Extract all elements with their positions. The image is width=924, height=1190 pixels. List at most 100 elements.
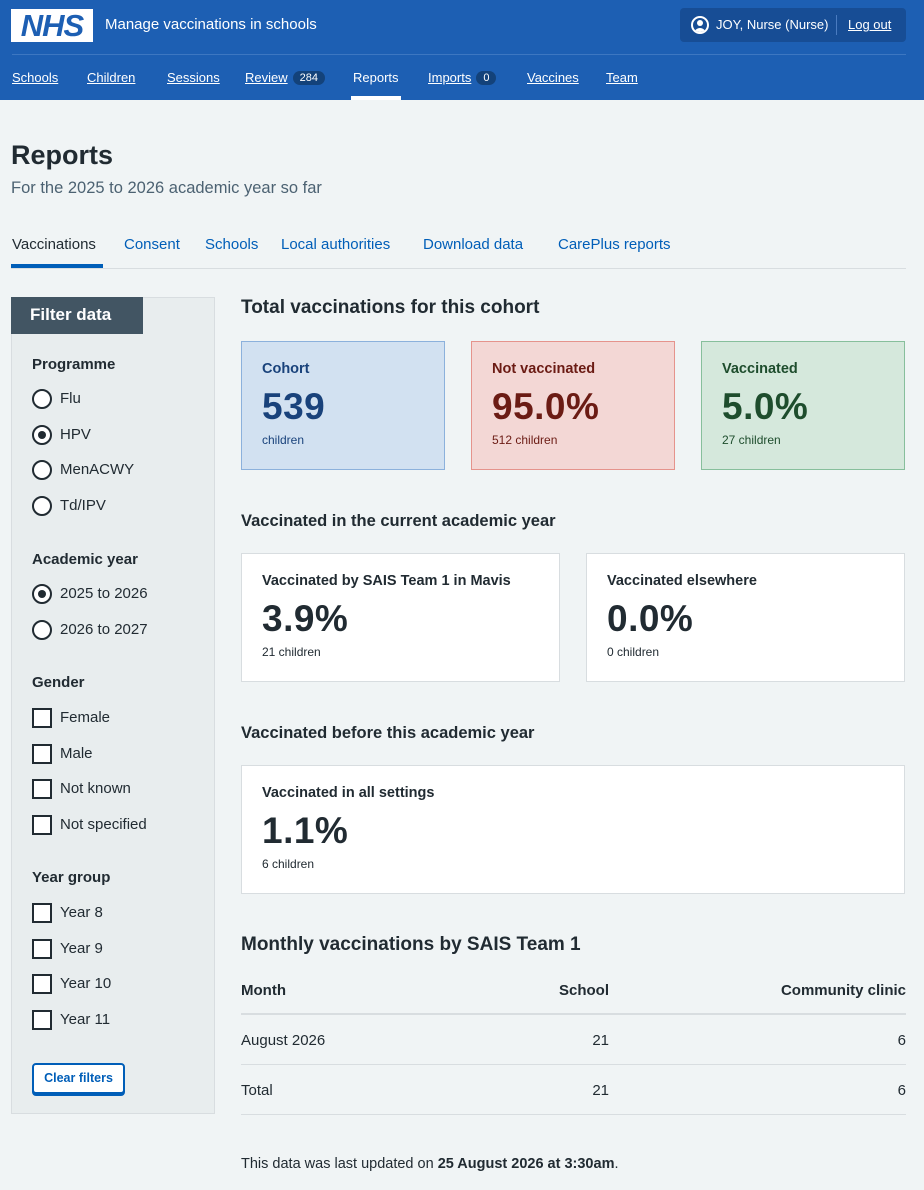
radio-button-checked[interactable]	[32, 584, 52, 604]
tab-active-indicator	[11, 264, 103, 268]
nav-item-imports-label: Imports	[428, 70, 472, 85]
checkbox[interactable]	[32, 708, 52, 728]
cell-month: August 2026	[241, 1032, 326, 1049]
column-header-school: School	[558, 982, 609, 999]
card-title: Not vaccinated	[492, 361, 596, 377]
cell-community-clinic: 6	[897, 1082, 906, 1099]
last-updated-note: This data was last updated on 25 August …	[241, 1156, 619, 1172]
radio-button[interactable]	[32, 460, 52, 480]
card-value: 539	[262, 386, 326, 427]
account-divider	[836, 15, 837, 35]
cell-school: 21	[592, 1082, 609, 1099]
column-header-community-clinic: Community clinic	[780, 982, 906, 999]
nav-item-schools[interactable]: Schools	[12, 70, 59, 85]
radio-label: MenACWY	[60, 461, 135, 478]
nav-item-imports[interactable]: Imports 0	[428, 70, 497, 85]
checkbox[interactable]	[32, 974, 52, 994]
current-year-heading: Vaccinated in the current academic year	[241, 512, 556, 530]
checkbox[interactable]	[32, 744, 52, 764]
table-header-row: Month School Community clinic	[241, 972, 906, 1015]
checkbox[interactable]	[32, 1010, 52, 1030]
user-icon	[691, 16, 709, 34]
cohort-card: Cohort 539 children	[241, 341, 445, 470]
checkbox-label: Female	[60, 709, 111, 726]
review-count-badge: 284	[292, 71, 325, 85]
nav-active-indicator	[351, 96, 401, 100]
nav-item-children[interactable]: Children	[87, 70, 136, 85]
vaccinated-by-team-card: Vaccinated by SAIS Team 1 in Mavis 3.9% …	[241, 553, 560, 682]
checkbox-label: Year 11	[60, 1011, 111, 1028]
last-updated-timestamp: 25 August 2026 at 3:30am	[437, 1156, 615, 1172]
clear-filters-button[interactable]: Clear filters	[32, 1063, 125, 1094]
table-row: August 2026 21 6	[241, 1015, 906, 1065]
radio-label: Td/IPV	[60, 497, 106, 514]
header-divider	[12, 54, 906, 55]
logout-link[interactable]: Log out	[848, 17, 892, 32]
card-title: Vaccinated	[722, 361, 798, 377]
checkbox-label: Year 9	[60, 940, 103, 957]
card-title: Vaccinated in all settings	[262, 785, 435, 801]
nav-item-review[interactable]: Review 284	[245, 70, 325, 85]
card-title: Vaccinated by SAIS Team 1 in Mavis	[262, 573, 511, 589]
radio-label: HPV	[60, 426, 91, 443]
radio-button[interactable]	[32, 496, 52, 516]
checkbox-label: Male	[60, 745, 93, 762]
academic-year-title: Academic year	[32, 551, 138, 568]
checkbox[interactable]	[32, 903, 52, 923]
checkbox[interactable]	[32, 939, 52, 959]
last-updated-suffix: .	[614, 1156, 619, 1172]
cell-month: Total	[241, 1082, 273, 1099]
radio-button[interactable]	[32, 389, 52, 409]
tab-consent[interactable]: Consent	[124, 236, 180, 253]
card-subtext: 0 children	[607, 645, 660, 659]
table-row-total: Total 21 6	[241, 1065, 906, 1115]
card-title: Vaccinated elsewhere	[607, 573, 757, 589]
card-title: Cohort	[262, 361, 310, 377]
nav-item-reports[interactable]: Reports	[353, 70, 399, 85]
radio-label: Flu	[60, 390, 81, 407]
page-title: Reports	[11, 140, 114, 170]
cell-school: 21	[592, 1032, 609, 1049]
card-subtext: 512 children	[492, 433, 558, 447]
column-header-month: Month	[241, 982, 286, 999]
card-value: 1.1%	[262, 810, 349, 851]
nav-item-sessions[interactable]: Sessions	[167, 70, 220, 85]
card-subtext: children	[262, 433, 305, 447]
nav-item-vaccines[interactable]: Vaccines	[527, 70, 579, 85]
tab-careplus-reports[interactable]: CarePlus reports	[558, 236, 671, 253]
card-value: 95.0%	[492, 386, 600, 427]
nav-item-review-label: Review	[245, 70, 288, 85]
card-value: 5.0%	[722, 386, 809, 427]
vaccinated-all-settings-card: Vaccinated in all settings 1.1% 6 childr…	[241, 765, 905, 894]
tab-schools[interactable]: Schools	[205, 236, 259, 253]
last-updated-prefix: This data was last updated on	[241, 1156, 438, 1172]
service-name[interactable]: Manage vaccinations in schools	[105, 16, 317, 33]
cell-community-clinic: 6	[897, 1032, 906, 1049]
checkbox[interactable]	[32, 779, 52, 799]
nav-item-team[interactable]: Team	[606, 70, 638, 85]
card-value: 3.9%	[262, 598, 349, 639]
radio-button-checked[interactable]	[32, 425, 52, 445]
card-subtext: 21 children	[262, 645, 321, 659]
imports-count-badge: 0	[476, 71, 497, 85]
before-year-heading: Vaccinated before this academic year	[241, 724, 535, 742]
tab-download-data[interactable]: Download data	[423, 236, 524, 253]
checkbox-label: Not known	[60, 780, 131, 797]
radio-label: 2026 to 2027	[60, 621, 148, 638]
radio-label: 2025 to 2026	[60, 585, 148, 602]
filter-heading: Filter data	[11, 297, 143, 334]
checkbox[interactable]	[32, 815, 52, 835]
vaccinated-card: Vaccinated 5.0% 27 children	[701, 341, 905, 470]
checkbox-label: Year 10	[60, 975, 112, 992]
not-vaccinated-card: Not vaccinated 95.0% 512 children	[471, 341, 675, 470]
tab-local-authorities[interactable]: Local authorities	[281, 236, 391, 253]
card-subtext: 6 children	[262, 857, 315, 871]
account-panel: JOY, Nurse (Nurse) Log out	[680, 8, 906, 42]
card-subtext: 27 children	[722, 433, 781, 447]
user-name: JOY, Nurse (Nurse)	[716, 17, 829, 32]
nhs-logo[interactable]: NHS	[11, 9, 93, 42]
radio-button[interactable]	[32, 620, 52, 640]
monthly-table: Month School Community clinic August 202…	[241, 972, 906, 1115]
tab-vaccinations[interactable]: Vaccinations	[12, 236, 96, 253]
primary-nav: Schools Children Sessions Review 284 Repo…	[0, 55, 924, 100]
